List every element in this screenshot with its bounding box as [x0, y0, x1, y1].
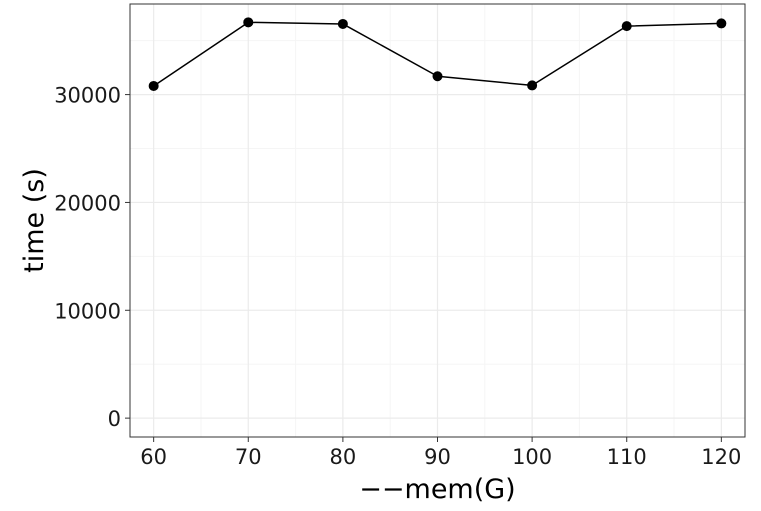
y-tick-label: 30000	[54, 84, 121, 108]
data-point	[716, 18, 727, 29]
data-point	[148, 80, 159, 91]
y-tick-label: 0	[108, 407, 121, 431]
x-tick-label: 90	[424, 445, 451, 469]
x-tick-label: 60	[140, 445, 167, 469]
series-layer	[148, 17, 727, 91]
plot-panel	[129, 3, 746, 438]
grid-major	[130, 4, 745, 437]
x-axis-title: −−mem(G)	[359, 474, 515, 505]
data-point	[621, 21, 632, 32]
x-tick-label: 110	[607, 445, 647, 469]
y-tick-label: 20000	[54, 191, 121, 215]
data-point	[527, 80, 538, 91]
x-tick-label: 70	[235, 445, 262, 469]
x-tick-label: 80	[330, 445, 357, 469]
x-tick-label: 100	[512, 445, 552, 469]
x-axis: 60 70 80 90 100 110 120	[140, 437, 741, 469]
data-point	[243, 17, 254, 28]
y-axis-title: time (s)	[19, 168, 50, 273]
data-point	[432, 71, 443, 82]
y-axis: 0 10000 20000 30000	[54, 84, 130, 431]
x-tick-label: 120	[701, 445, 741, 469]
y-tick-label: 10000	[54, 299, 121, 323]
data-point	[337, 18, 348, 29]
